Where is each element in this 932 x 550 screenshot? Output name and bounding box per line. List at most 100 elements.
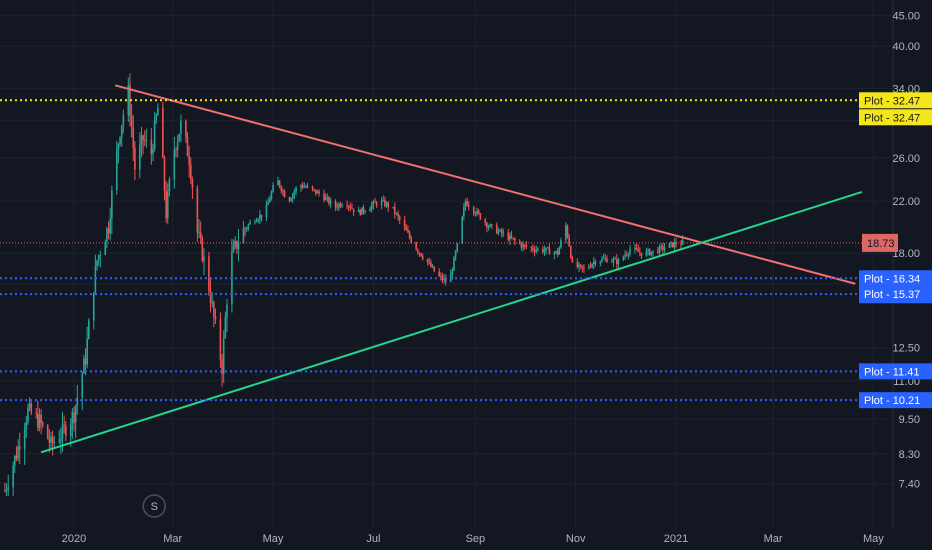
trendlines [40,84,863,454]
candle-body [374,201,376,203]
candle-body [336,206,338,208]
candle-body [509,235,511,240]
candle-body [130,116,133,128]
candle-body [191,179,194,189]
horizontal-levels [0,99,893,402]
price-level-label: Plot - 32.47 [864,112,920,124]
candle-body [542,248,544,253]
candle-body [589,266,592,268]
time-axis[interactable]: 2020 Mar May Jul Sep Nov 2021 Mar May [62,533,885,545]
price-axis-labels: Plot - 32.47 Plot - 32.47 Plot - 16.34 Plot… [859,92,932,409]
candle-body [361,207,363,215]
candle-body [18,446,21,450]
candle-body [157,107,159,116]
candle-body [614,258,616,260]
candle-body [139,144,141,170]
candle-body [543,250,546,253]
candle-body [61,424,64,439]
candle-body [662,246,664,250]
candle-body [209,291,212,304]
candle-body [565,225,567,241]
candle-body [611,261,613,263]
candle-body [349,206,352,208]
candle-body [208,256,210,292]
candle-body [507,232,510,240]
candle-body [152,149,154,154]
candle-body [463,207,465,217]
trendline[interactable] [40,190,863,454]
candle-body [339,203,342,207]
y-tick-label: 22.00 [892,196,920,208]
candle-body [466,201,468,206]
candle-body [71,411,74,425]
candle-body [259,214,261,220]
candle-body [213,302,215,317]
candle-body [671,242,674,248]
candle-body [46,425,49,439]
x-tick-label: 2020 [62,533,86,545]
price-level-label: Plot - 11.41 [864,366,919,378]
candle-body [326,197,329,199]
candle-body [166,191,169,219]
candle-body [303,186,306,188]
price-level-label-bg [859,392,932,409]
candle-body [545,247,547,251]
candle-body [35,412,37,414]
candle-body [41,422,44,426]
y-tick-label: 8.30 [899,449,920,461]
candle-body [372,201,375,206]
candle-body [173,149,176,180]
candle-body [142,135,144,140]
split-marker[interactable]: S [142,494,167,518]
candle-body [4,490,6,492]
candle-body [514,238,516,241]
candle-body [430,262,432,267]
candle-body [50,436,52,443]
candle-body [60,438,62,441]
candle-body [566,225,569,237]
x-tick-label: Nov [566,533,586,545]
candle-body [277,180,279,186]
candle-body [438,271,440,276]
candle-body [96,260,98,267]
candle-body [265,204,268,218]
candle-body [334,201,337,207]
candle-body [186,137,189,157]
candle-body [622,256,625,260]
candle-body [295,187,297,192]
candle-body [242,228,245,243]
candle-body [461,216,464,244]
candle-body [533,249,536,252]
candle-body [601,258,603,262]
candle-body [38,414,41,428]
y-tick-label: 7.40 [899,479,920,491]
candle-body [234,241,237,246]
y-tick-label: 12.50 [892,343,920,355]
candle-body [403,219,406,228]
candlestick-series [4,73,684,497]
candle-body [647,249,649,251]
candle-body [680,244,682,246]
x-tick-label: Jul [366,533,380,545]
candle-body [497,230,500,234]
candle-body [520,243,523,248]
candle-body [245,228,248,230]
candle-body [211,302,213,304]
price-level-label: Plot - 16.34 [864,273,920,285]
candle-body [456,243,459,252]
candle-body [444,278,447,283]
candle-body [652,250,654,252]
candle-body [415,242,417,250]
candle-body [592,261,595,265]
candle-body [106,228,108,242]
candle-body [178,133,181,141]
candle-body [569,246,572,258]
trendline[interactable] [114,84,856,285]
candle-body [168,179,171,192]
candle-body [464,201,467,208]
candle-body [221,359,223,374]
split-marker-circle[interactable] [142,494,167,518]
candle-body [15,455,18,459]
